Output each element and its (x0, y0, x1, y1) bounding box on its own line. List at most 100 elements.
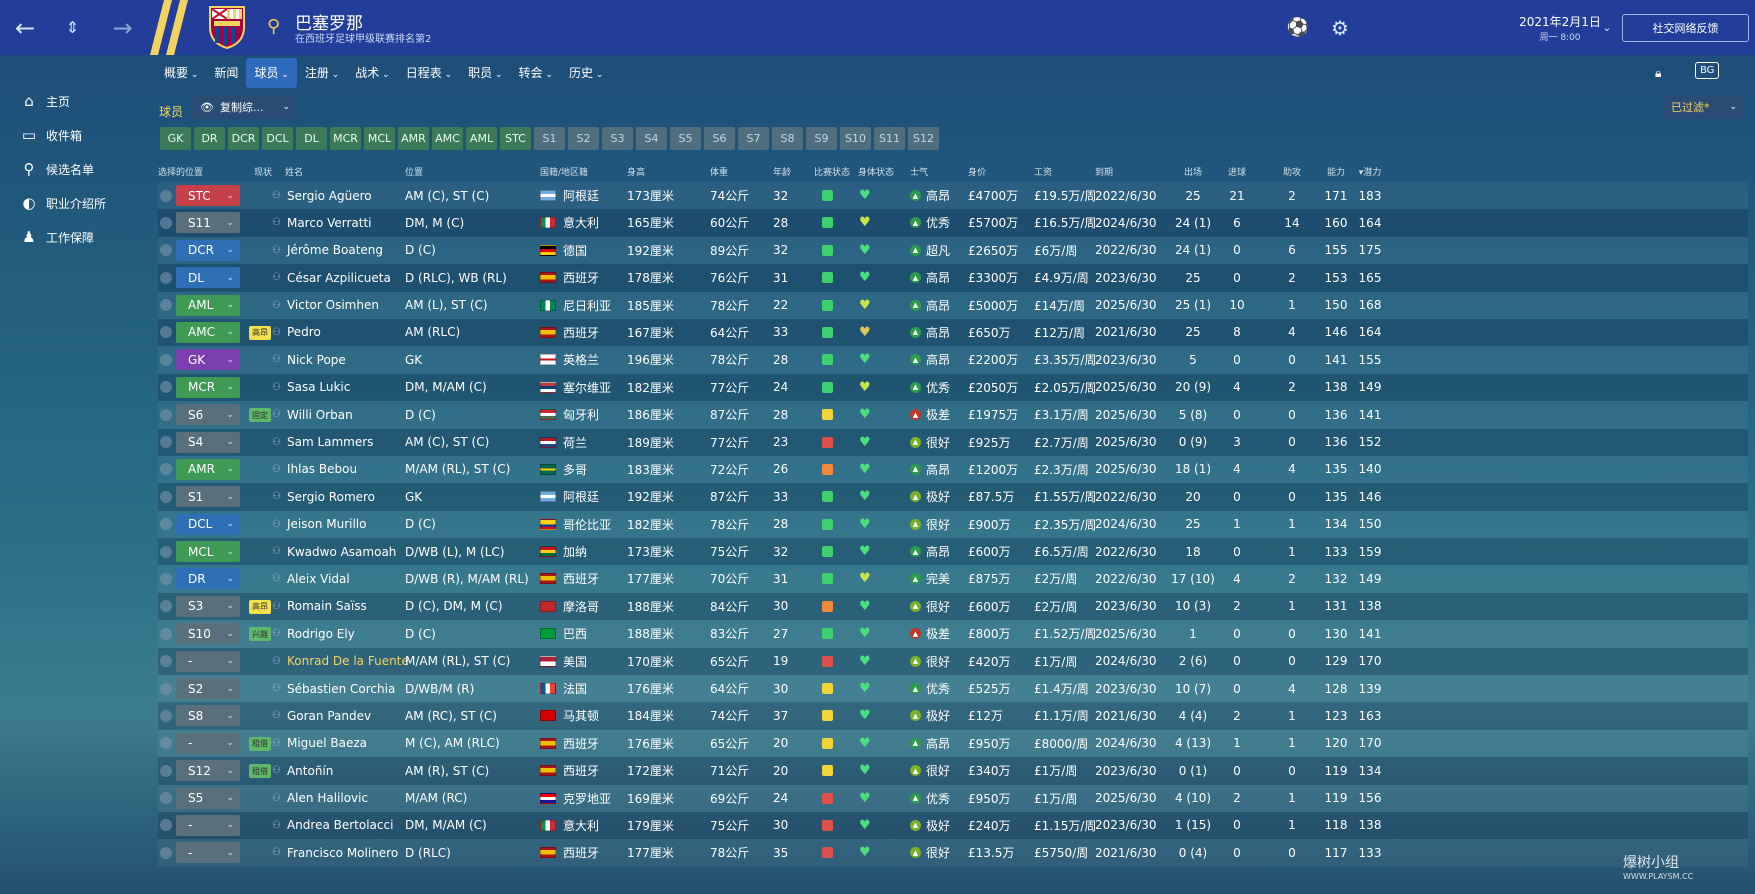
selected-position-dropdown[interactable]: S1 ⌄ (176, 486, 240, 508)
table-row[interactable]: S4 ⌄ ⚇ Sam Lammers AM (C), ST (C) 荷兰 189厘米 77公斤… (158, 428, 1748, 456)
player-nation[interactable]: 德国 (540, 237, 587, 264)
select-checkbox[interactable] (160, 702, 172, 729)
social-feedback-button[interactable]: 社交网络反馈 (1622, 14, 1749, 42)
player-nation[interactable]: 西班牙 (540, 839, 599, 866)
select-checkbox[interactable] (160, 620, 172, 647)
header-apps[interactable]: 出场 (1183, 167, 1202, 178)
player-nation[interactable]: 克罗地亚 (540, 785, 611, 812)
position-filter-button[interactable]: AML (466, 127, 497, 150)
table-row[interactable]: S11 ⌄ ⚇ Marco Verratti DM, M (C) 意大利 165厘米 60公斤… (158, 209, 1748, 237)
select-checkbox[interactable] (160, 675, 172, 702)
table-row[interactable]: MCR ⌄ ⚇ Sasa Lukic DM, M/AM (C) 塞尔维亚 182厘米 77公斤… (158, 373, 1748, 402)
table-row[interactable]: - ⌄ ⚇ Francisco Molinero D (RLC) 西班牙 177厘米 78公斤… (158, 839, 1748, 867)
player-nation[interactable]: 阿根廷 (540, 483, 599, 510)
header-match[interactable]: 比赛状态 (814, 167, 851, 178)
selected-position-dropdown[interactable]: GK ⌄ (176, 349, 240, 371)
select-checkbox[interactable] (160, 648, 172, 675)
header-height[interactable]: 身高 (627, 167, 646, 178)
select-checkbox[interactable] (160, 346, 172, 373)
position-filter-button[interactable]: DL (296, 127, 327, 150)
header-pa[interactable]: ▾潜力 (1358, 167, 1382, 178)
player-name[interactable]: ⚇ Sasa Lukic (272, 374, 350, 401)
player-name[interactable]: ⚇ Sébastien Corchia (272, 675, 395, 702)
select-checkbox[interactable] (160, 182, 172, 209)
forward-arrow-icon[interactable]: → (112, 13, 133, 42)
player-nation[interactable]: 英格兰 (540, 346, 599, 373)
position-filter-button[interactable]: S11 (874, 127, 905, 150)
position-filter-button[interactable]: DCL (262, 127, 293, 150)
player-name[interactable]: ⚇ Romain Saïss (272, 593, 367, 620)
table-row[interactable]: - ⌄ 租借 ⚇ Miguel Baeza M (C), AM (RLC) 西班牙 176厘米… (158, 729, 1748, 758)
nav-item[interactable]: 新闻 (206, 58, 246, 88)
table-row[interactable]: S12 ⌄ 租借 ⚇ Antoñín AM (R), ST (C) 西班牙 172厘米 71公斤… (158, 757, 1748, 785)
chevron-down-icon[interactable]: ⌄ (1602, 21, 1612, 34)
nav-item[interactable]: 职员 ⌄ (460, 58, 510, 88)
select-checkbox[interactable] (160, 264, 172, 291)
header-status[interactable]: 现状 (254, 167, 273, 178)
position-filter-button[interactable]: GK (160, 127, 191, 150)
table-row[interactable]: MCL ⌄ ⚇ Kwadwo Asamoah D/WB (L), M (LC) 加纳 173… (158, 538, 1748, 566)
player-name[interactable]: ⚇ Ihlas Bebou (272, 456, 357, 483)
player-nation[interactable]: 意大利 (540, 812, 599, 839)
player-name[interactable]: ⚇ Pedro (272, 319, 321, 346)
selected-position-dropdown[interactable]: DCR ⌄ (176, 239, 240, 261)
select-checkbox[interactable] (160, 429, 172, 456)
player-name[interactable]: ⚇ Rodrigo Ely (272, 620, 355, 647)
table-row[interactable]: - ⌄ ⚇ Andrea Bertolacci DM, M/AM (C) 意大利 179厘米… (158, 811, 1748, 840)
selected-position-dropdown[interactable]: - ⌄ (176, 814, 240, 836)
player-nation[interactable]: 法国 (540, 675, 587, 702)
position-filter-button[interactable]: S2 (568, 127, 599, 150)
table-row[interactable]: AML ⌄ ⚇ Victor Osimhen AM (L), ST (C) 尼日利亚 185… (158, 291, 1748, 319)
player-name[interactable]: ⚇ Kwadwo Asamoah (272, 538, 396, 565)
player-nation[interactable]: 摩洛哥 (540, 593, 599, 620)
nav-item[interactable]: 转会 ⌄ (511, 58, 561, 88)
table-row[interactable]: S8 ⌄ ⚇ Goran Pandev AM (RC), ST (C) 马其顿 184厘米 7… (158, 702, 1748, 730)
select-checkbox[interactable] (160, 593, 172, 620)
table-row[interactable]: AMR ⌄ ⚇ Ihlas Bebou M/AM (RL), ST (C) 多哥 183厘米… (158, 455, 1748, 484)
header-expires[interactable]: 到期 (1095, 167, 1114, 178)
selected-position-dropdown[interactable]: AML ⌄ (176, 294, 240, 316)
player-name[interactable]: ⚇ Jeison Murillo (272, 511, 366, 538)
player-name[interactable]: ⚇ Sergio Romero (272, 483, 375, 510)
selected-position-dropdown[interactable]: S3 ⌄ (176, 595, 240, 617)
player-nation[interactable]: 西班牙 (540, 730, 599, 757)
select-checkbox[interactable] (160, 757, 172, 784)
nav-item[interactable]: 概要 ⌄ (156, 58, 206, 88)
header-name[interactable]: 姓名 (285, 167, 304, 178)
player-nation[interactable]: 马其顿 (540, 702, 599, 729)
position-filter-button[interactable]: S1 (534, 127, 565, 150)
table-row[interactable]: S5 ⌄ ⚇ Alen Halilovic M/AM (RC) 克罗地亚 169厘米 69公斤… (158, 784, 1748, 812)
table-row[interactable]: GK ⌄ ⚇ Nick Pope GK 英格兰 196厘米 78公斤 28 ♥ ▲ 高昂 £2200万 £… (158, 346, 1748, 374)
player-name[interactable]: ⚇ Victor Osimhen (272, 292, 379, 319)
select-checkbox[interactable] (160, 538, 172, 565)
header-assists[interactable]: 助攻 (1282, 167, 1301, 178)
select-checkbox[interactable] (160, 237, 172, 264)
header-nation[interactable]: 国籍/地区籍 (540, 167, 589, 178)
select-checkbox[interactable] (160, 319, 172, 346)
player-name[interactable]: ⚇ Willi Orban (272, 401, 353, 428)
selected-position-dropdown[interactable]: DL ⌄ (176, 267, 240, 289)
player-name[interactable]: ⚇ Jérôme Boateng (272, 237, 383, 264)
position-filter-button[interactable]: S4 (636, 127, 667, 150)
table-row[interactable]: S2 ⌄ ⚇ Sébastien Corchia D/WB/M (R) 法国 176厘米 64… (158, 675, 1748, 703)
player-name[interactable]: ⚇ Marco Verratti (272, 209, 372, 236)
selected-position-dropdown[interactable]: S6 ⌄ (176, 404, 240, 426)
table-row[interactable]: - ⌄ ⚇ Konrad De la Fuente M/AM (RL), ST (C) 美… (158, 647, 1748, 676)
position-filter-button[interactable]: AMR (398, 127, 429, 150)
selected-position-dropdown[interactable]: AMC ⌄ (176, 321, 240, 343)
position-filter-button[interactable]: S6 (704, 127, 735, 150)
header-sel[interactable]: 选择的位置 (158, 167, 204, 178)
player-name[interactable]: ⚇ Antoñín (272, 757, 333, 784)
position-filter-button[interactable]: MCR (330, 127, 361, 150)
player-nation[interactable]: 阿根廷 (540, 182, 599, 209)
football-icon[interactable]: ⚽ (1286, 17, 1310, 38)
lock-icon[interactable]: 🔒︎ (1655, 66, 1662, 80)
selected-position-dropdown[interactable]: S8 ⌄ (176, 705, 240, 727)
selected-position-dropdown[interactable]: MCR ⌄ (176, 376, 240, 398)
selected-position-dropdown[interactable]: S2 ⌄ (176, 678, 240, 700)
sidebar-item[interactable]: ⌂ 主页 (0, 84, 150, 118)
player-nation[interactable]: 西班牙 (540, 264, 599, 291)
updown-chevron-icon[interactable]: ⇕ (65, 18, 80, 37)
player-nation[interactable]: 西班牙 (540, 565, 599, 592)
filter-dropdown[interactable]: 已过滤* ⌄ (1663, 95, 1743, 119)
